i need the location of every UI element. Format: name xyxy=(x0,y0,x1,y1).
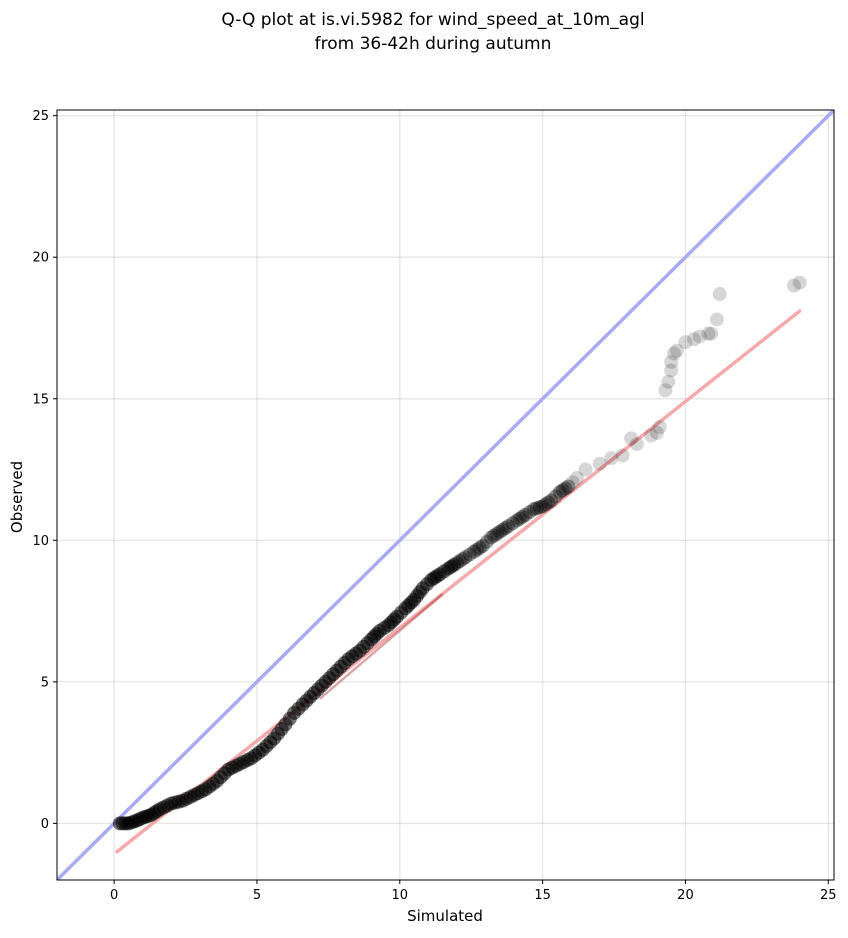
quantile-point xyxy=(578,462,593,477)
quantile-point xyxy=(487,528,502,543)
quantile-point xyxy=(509,513,524,528)
quantile-point xyxy=(658,383,673,398)
quantile-point xyxy=(558,481,573,496)
quantile-point xyxy=(652,420,667,435)
quantile-point xyxy=(661,374,676,389)
quantile-point xyxy=(709,312,724,327)
quantile-point xyxy=(701,326,716,341)
y-tick-label: 15 xyxy=(32,392,49,407)
quantile-point xyxy=(704,326,719,341)
quantile-point xyxy=(787,278,802,293)
quantile-point xyxy=(712,287,727,302)
quantile-point xyxy=(467,544,482,559)
y-tick-label: 25 xyxy=(32,109,49,124)
quantile-point xyxy=(501,519,516,534)
quantile-point xyxy=(489,526,504,541)
quantile-point xyxy=(687,332,702,347)
quantile-point xyxy=(569,471,584,486)
quantile-point xyxy=(615,448,630,463)
quantile-point xyxy=(678,335,693,350)
quantile-point xyxy=(664,354,679,369)
y-tick-label: 0 xyxy=(41,817,49,832)
quantile-point xyxy=(555,483,570,498)
identity-line xyxy=(57,110,834,880)
x-tick-label: 20 xyxy=(677,888,694,903)
quantile-point xyxy=(522,504,537,519)
quantile-point xyxy=(644,428,659,443)
quantile-point xyxy=(462,547,477,562)
quantile-point xyxy=(792,275,807,290)
quantile-point xyxy=(624,431,639,446)
chart-title-line-2: from 36-42h during autumn xyxy=(315,34,552,54)
quantile-point xyxy=(472,540,487,555)
quantile-point xyxy=(529,501,544,516)
quantile-point xyxy=(469,542,484,557)
quantile-point xyxy=(692,329,707,344)
quantile-point xyxy=(452,554,467,569)
fit-line-overlay xyxy=(318,593,444,700)
quantile-point xyxy=(548,489,563,504)
quantile-point xyxy=(538,497,553,512)
quantile-point xyxy=(527,502,542,517)
quantile-point xyxy=(479,534,494,549)
x-tick-label: 15 xyxy=(534,888,551,903)
x-axis-label: Simulated xyxy=(407,907,483,925)
quantile-point xyxy=(458,550,473,565)
quantile-point xyxy=(592,456,607,471)
quantile-point xyxy=(455,552,470,567)
quantile-point xyxy=(505,516,520,531)
x-tick-label: 10 xyxy=(392,888,409,903)
quantile-point xyxy=(518,507,533,522)
quantile-point xyxy=(447,557,462,572)
quantile-point xyxy=(515,509,530,524)
quantile-point xyxy=(498,521,513,536)
quantile-point xyxy=(649,425,664,440)
quantile-point xyxy=(565,475,580,490)
quantile-points xyxy=(112,275,807,831)
quantile-point xyxy=(552,485,567,500)
quantile-point xyxy=(629,437,644,452)
y-tick-label: 5 xyxy=(41,675,49,690)
x-axis-ticks: 0 5 10 15 20 25 xyxy=(110,880,837,903)
x-tick-label: 5 xyxy=(253,888,261,903)
y-tick-label: 10 xyxy=(32,534,49,549)
quantile-point xyxy=(667,346,682,361)
quantile-point xyxy=(484,530,499,545)
plot-area xyxy=(57,110,834,880)
quantile-point xyxy=(475,538,490,553)
x-tick-label: 25 xyxy=(820,888,837,903)
quantile-point xyxy=(512,511,527,526)
quantile-point xyxy=(541,495,556,510)
x-tick-label: 0 xyxy=(110,888,118,903)
quantile-point xyxy=(532,500,547,515)
axes-frame xyxy=(56,109,835,881)
y-axis-label: Observed xyxy=(8,461,26,533)
quantile-point xyxy=(604,451,619,466)
quantile-point xyxy=(664,363,679,378)
y-tick-label: 20 xyxy=(32,251,49,266)
quantile-point xyxy=(535,499,550,514)
quantile-point xyxy=(495,522,510,537)
chart-title-line-1: Q-Q plot at is.vi.5982 for wind_speed_at… xyxy=(221,10,644,30)
quantile-point xyxy=(669,343,684,358)
quantile-point xyxy=(449,555,464,570)
grid xyxy=(57,110,834,880)
quantile-point xyxy=(561,479,576,494)
quantile-point xyxy=(544,493,559,508)
y-axis-ticks: 0 5 10 15 20 25 xyxy=(32,109,57,832)
quantile-point xyxy=(492,524,507,539)
